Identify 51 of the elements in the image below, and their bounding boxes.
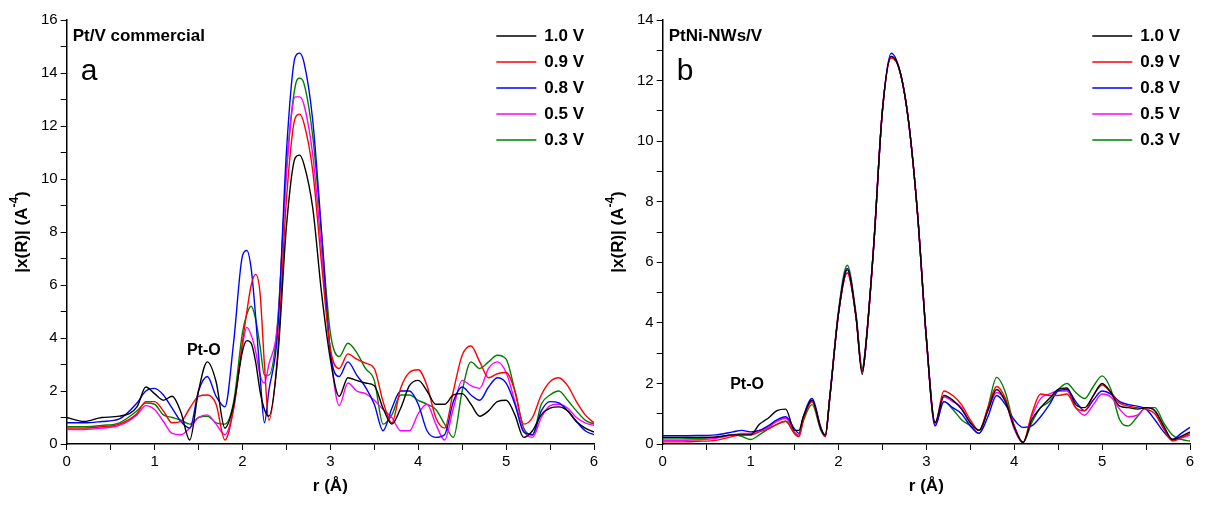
legend-label: 1.0 V — [1140, 25, 1181, 45]
annotation: Pt-O — [186, 341, 221, 359]
y-tick-label: 4 — [645, 313, 654, 330]
x-tick-label: 2 — [834, 452, 843, 470]
legend-label: 0.9 V — [544, 51, 585, 71]
y-tick-label: 16 — [41, 10, 58, 28]
x-axis-title: r (Å) — [908, 475, 944, 495]
y-tick-label: 10 — [637, 131, 654, 149]
legend-label: 0.9 V — [1140, 51, 1181, 71]
chart-title: PtNi-NWs/V — [668, 25, 763, 45]
y-tick-label: 12 — [637, 70, 654, 88]
x-tick-label: 2 — [238, 452, 247, 470]
y-tick-label: 14 — [637, 10, 654, 28]
y-tick-label: 2 — [49, 381, 58, 399]
legend-label: 0.5 V — [544, 103, 585, 123]
x-tick-label: 6 — [1185, 452, 1195, 470]
annotation: b — [676, 53, 694, 87]
x-tick-label: 5 — [501, 452, 511, 470]
legend-label: 0.5 V — [1140, 103, 1181, 123]
annotation: a — [80, 53, 98, 87]
x-tick-label: 1 — [150, 452, 159, 470]
x-tick-label: 1 — [746, 452, 755, 470]
y-axis-title: |x(R)| (A-4) — [603, 191, 627, 273]
y-tick-label: 8 — [645, 191, 654, 209]
legend-label: 1.0 V — [544, 25, 585, 45]
legend-label: 0.8 V — [544, 77, 585, 97]
legend-label: 0.3 V — [1140, 129, 1181, 149]
x-tick-label: 0 — [658, 452, 667, 470]
x-tick-label: 4 — [1010, 452, 1019, 470]
y-tick-label: 6 — [49, 275, 58, 293]
y-tick-label: 14 — [41, 63, 58, 81]
x-tick-label: 6 — [589, 452, 599, 470]
y-tick-label: 12 — [41, 116, 58, 134]
x-tick-label: 0 — [62, 452, 71, 470]
y-axis-title: |x(R)| (A-4) — [7, 191, 31, 273]
x-axis-title: r (Å) — [312, 475, 348, 495]
y-tick-label: 6 — [645, 252, 654, 270]
x-tick-label: 3 — [922, 452, 931, 470]
legend-label: 0.8 V — [1140, 77, 1181, 97]
x-tick-label: 4 — [414, 452, 423, 470]
legend-label: 0.3 V — [544, 129, 585, 149]
x-tick-label: 5 — [1097, 452, 1107, 470]
chart-title: Pt/V commercial — [72, 25, 205, 45]
annotation: Pt-O — [730, 375, 764, 393]
x-tick-label: 3 — [326, 452, 335, 470]
y-tick-label: 10 — [41, 169, 58, 187]
y-tick-label: 0 — [49, 434, 58, 452]
y-tick-label: 0 — [645, 434, 654, 452]
y-tick-label: 4 — [49, 328, 58, 346]
y-tick-label: 8 — [49, 222, 58, 240]
y-tick-label: 2 — [645, 373, 654, 391]
